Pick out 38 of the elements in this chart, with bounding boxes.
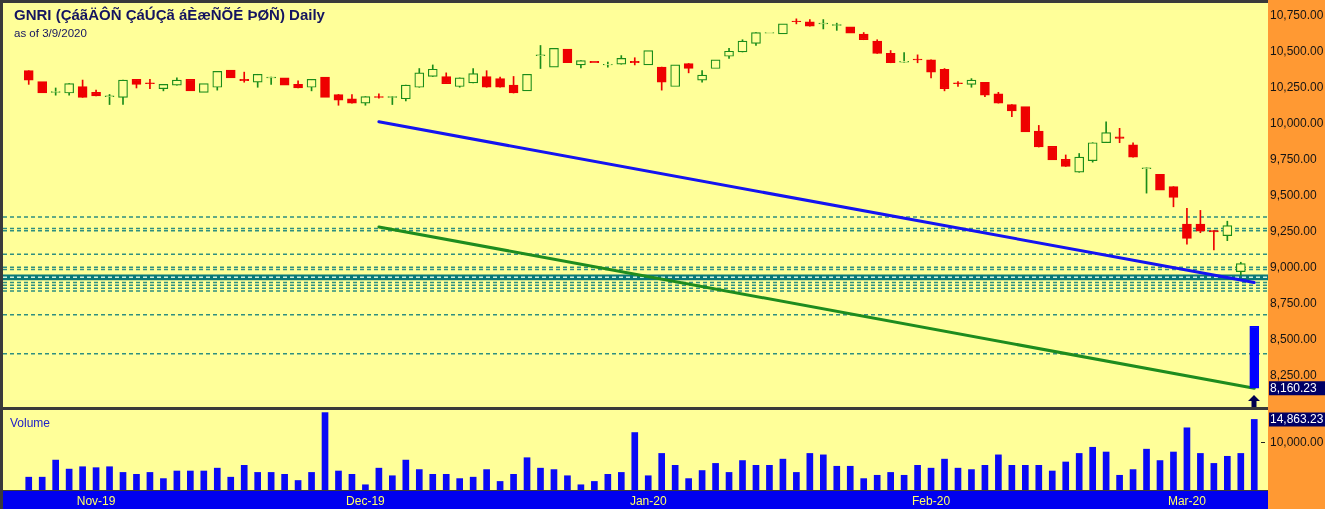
text: 14,863.23 — [1270, 411, 1324, 426]
x-tick-label: Nov-19 — [76, 493, 116, 508]
y-tick-label: 8,500.00 — [1270, 331, 1318, 346]
y-tick-label: 9,000.00 — [1270, 259, 1318, 274]
y-tick-label: 10,000.00 — [1270, 434, 1324, 449]
candlestick — [1020, 106, 1031, 133]
y-tick-label: 9,250.00 — [1270, 223, 1318, 238]
y-tick-label: 9,500.00 — [1270, 187, 1318, 202]
candlestick — [266, 76, 276, 85]
chart-title: GNRI (ÇáãÄÔÑ ÇáÚÇã áÈæÑÕÉ ÞØÑ) Daily — [14, 6, 325, 23]
candlestick — [899, 52, 909, 63]
candlestick — [818, 19, 829, 30]
candlestick — [145, 79, 155, 90]
candlestick — [670, 64, 680, 87]
y-tick-label: 10,000.00 — [1270, 115, 1324, 130]
candlestick — [1249, 326, 1260, 389]
candlestick — [225, 69, 236, 79]
text: as of 3/9/2020 — [14, 27, 87, 39]
candlestick — [549, 48, 559, 68]
candlestick — [522, 73, 532, 92]
candlestick — [1209, 230, 1219, 251]
y-tick-label: 8,250.00 — [1270, 367, 1318, 382]
x-tick-label: Feb-20 — [912, 493, 951, 508]
x-tick-label: Dec-19 — [346, 493, 386, 508]
candlestick — [185, 79, 196, 92]
candlestick — [953, 81, 963, 87]
candlestick — [710, 59, 721, 69]
x-tick-label: Mar-20 — [1167, 493, 1207, 508]
y-tick-label: 8,750.00 — [1270, 295, 1318, 310]
y-tick-label: 10,500.00 — [1270, 43, 1324, 58]
text: 8,160.23 — [1270, 380, 1318, 395]
x-tick-label: Jan-20 — [629, 493, 667, 508]
candlestick — [1155, 174, 1165, 191]
y-tick-label: 9,750.00 — [1270, 151, 1318, 166]
text: Volume — [10, 416, 51, 430]
candlestick — [320, 76, 330, 98]
y-tick-label: 10,750.00 — [1270, 7, 1324, 22]
y-tick-label: 10,250.00 — [1270, 79, 1324, 94]
